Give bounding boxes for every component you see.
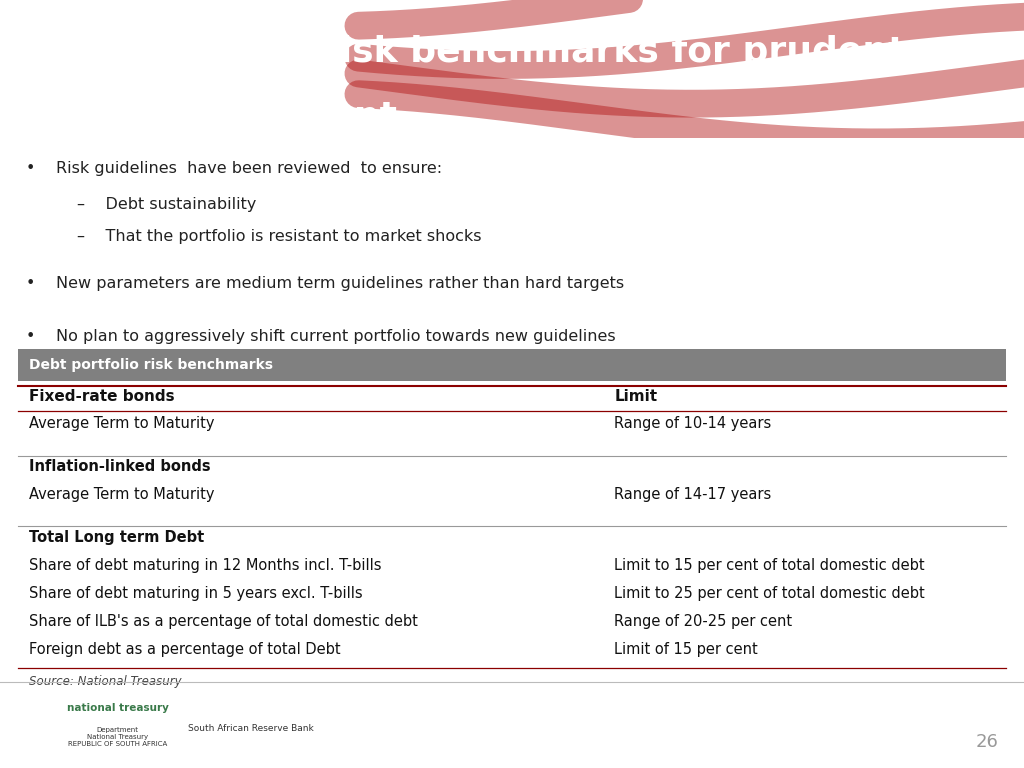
Text: Debt portfolio risk benchmarks for prudent: Debt portfolio risk benchmarks for prude… xyxy=(23,35,905,68)
Text: Department
National Treasury
REPUBLIC OF SOUTH AFRICA: Department National Treasury REPUBLIC OF… xyxy=(69,727,167,747)
Text: New parameters are medium term guidelines rather than hard targets: New parameters are medium term guideline… xyxy=(56,276,625,291)
Text: Share of ILB's as a percentage of total domestic debt: Share of ILB's as a percentage of total … xyxy=(29,614,418,628)
Text: national treasury: national treasury xyxy=(67,703,169,713)
Text: •: • xyxy=(26,161,35,176)
Text: Limit to 25 per cent of total domestic debt: Limit to 25 per cent of total domestic d… xyxy=(614,586,925,601)
Text: Source: National Treasury: Source: National Treasury xyxy=(29,675,181,688)
Text: Debt portfolio risk benchmarks: Debt portfolio risk benchmarks xyxy=(29,358,272,372)
Text: Range of 20-25 per cent: Range of 20-25 per cent xyxy=(614,614,793,628)
Text: Average Term to Maturity: Average Term to Maturity xyxy=(29,415,214,431)
Text: Inflation-linked bonds: Inflation-linked bonds xyxy=(29,458,210,474)
Text: Range of 10-14 years: Range of 10-14 years xyxy=(614,415,772,431)
Text: Average Term to Maturity: Average Term to Maturity xyxy=(29,487,214,502)
Text: –    Debt sustainability: – Debt sustainability xyxy=(77,197,256,213)
Text: debt management: debt management xyxy=(23,100,396,134)
Text: •: • xyxy=(26,276,35,291)
Text: Fixed-rate bonds: Fixed-rate bonds xyxy=(29,389,174,404)
Text: Foreign debt as a percentage of total Debt: Foreign debt as a percentage of total De… xyxy=(29,641,340,657)
Text: South African Reserve Bank: South African Reserve Bank xyxy=(188,723,313,733)
Text: Limit of 15 per cent: Limit of 15 per cent xyxy=(614,641,758,657)
Text: Total Long term Debt: Total Long term Debt xyxy=(29,530,204,545)
Text: Range of 14-17 years: Range of 14-17 years xyxy=(614,487,772,502)
Text: Limit to 15 per cent of total domestic debt: Limit to 15 per cent of total domestic d… xyxy=(614,558,925,573)
Text: –    That the portfolio is resistant to market shocks: – That the portfolio is resistant to mar… xyxy=(77,229,481,243)
Text: Limit: Limit xyxy=(614,389,657,404)
Text: Share of debt maturing in 12 Months incl. T-bills: Share of debt maturing in 12 Months incl… xyxy=(29,558,381,573)
Bar xyxy=(18,349,1006,382)
Text: Risk guidelines  have been reviewed  to ensure:: Risk guidelines have been reviewed to en… xyxy=(56,161,442,176)
Text: Share of debt maturing in 5 years excl. T-bills: Share of debt maturing in 5 years excl. … xyxy=(29,586,362,601)
Text: •: • xyxy=(26,329,35,343)
Text: 26: 26 xyxy=(976,733,998,750)
Text: No plan to aggressively shift current portfolio towards new guidelines: No plan to aggressively shift current po… xyxy=(56,329,616,343)
